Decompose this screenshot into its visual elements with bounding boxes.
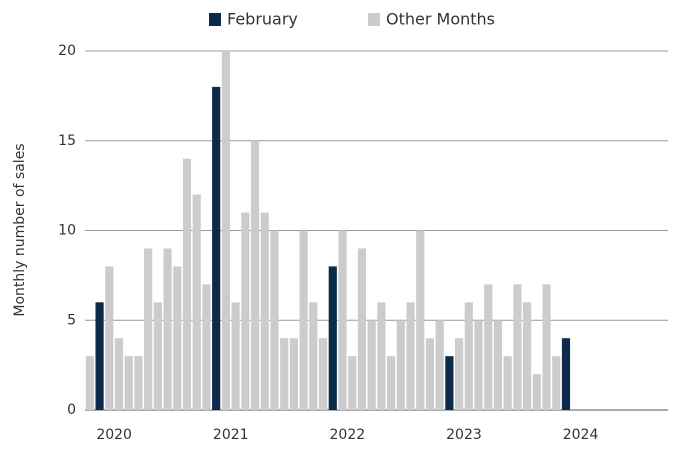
bar xyxy=(192,194,201,410)
bar xyxy=(202,284,211,410)
bar xyxy=(367,320,376,410)
bar xyxy=(338,230,347,410)
bar xyxy=(289,338,298,410)
bar xyxy=(561,338,571,410)
y-tick-label: 15 xyxy=(58,133,76,149)
bar xyxy=(231,302,240,410)
bar xyxy=(542,284,551,410)
bar xyxy=(309,302,318,410)
legend-label: February xyxy=(227,10,298,29)
bar xyxy=(173,266,182,410)
bar xyxy=(134,356,143,410)
bar xyxy=(464,302,473,410)
bar xyxy=(386,356,396,410)
bar xyxy=(406,302,415,410)
bar xyxy=(250,140,260,410)
bar xyxy=(270,230,279,410)
bar xyxy=(124,356,133,410)
y-tick-label: 10 xyxy=(58,223,76,239)
y-tick-label: 0 xyxy=(67,402,76,418)
bar xyxy=(280,338,289,410)
bar xyxy=(357,248,367,410)
x-tick-label: 2023 xyxy=(446,427,482,443)
bar xyxy=(484,284,493,410)
bar xyxy=(532,374,541,410)
bar xyxy=(503,356,512,410)
bar xyxy=(241,212,250,410)
x-tick-label: 2024 xyxy=(563,427,599,443)
y-tick-label: 20 xyxy=(58,43,76,59)
bar xyxy=(299,230,308,410)
bar xyxy=(445,356,454,410)
bar xyxy=(513,284,522,410)
bar xyxy=(552,356,561,410)
y-axis-label: Monthly number of sales xyxy=(12,143,28,316)
bar xyxy=(144,248,153,410)
bar xyxy=(377,302,386,410)
bar xyxy=(493,320,503,410)
bar xyxy=(474,320,483,410)
bar xyxy=(114,338,124,410)
bar xyxy=(348,356,357,410)
bar xyxy=(212,86,221,411)
x-tick-label: 2021 xyxy=(213,427,249,443)
legend-label: Other Months xyxy=(386,10,495,29)
y-tick-label: 5 xyxy=(67,312,76,328)
bar xyxy=(221,51,230,410)
bar xyxy=(163,248,172,410)
bar xyxy=(455,338,464,410)
bar xyxy=(425,338,435,410)
legend-swatch xyxy=(368,13,380,26)
bar xyxy=(435,320,444,410)
bar xyxy=(105,266,114,410)
x-tick-label: 2020 xyxy=(96,427,132,443)
bar xyxy=(260,212,269,410)
bar xyxy=(95,302,104,410)
bar xyxy=(416,230,425,410)
bar xyxy=(153,302,162,410)
bar xyxy=(182,158,192,410)
x-tick-label: 2022 xyxy=(330,427,366,443)
bar xyxy=(523,302,532,410)
bar xyxy=(318,338,328,410)
bar xyxy=(328,266,337,410)
legend-swatch xyxy=(209,13,221,26)
bar xyxy=(396,320,405,410)
bar xyxy=(85,356,94,410)
